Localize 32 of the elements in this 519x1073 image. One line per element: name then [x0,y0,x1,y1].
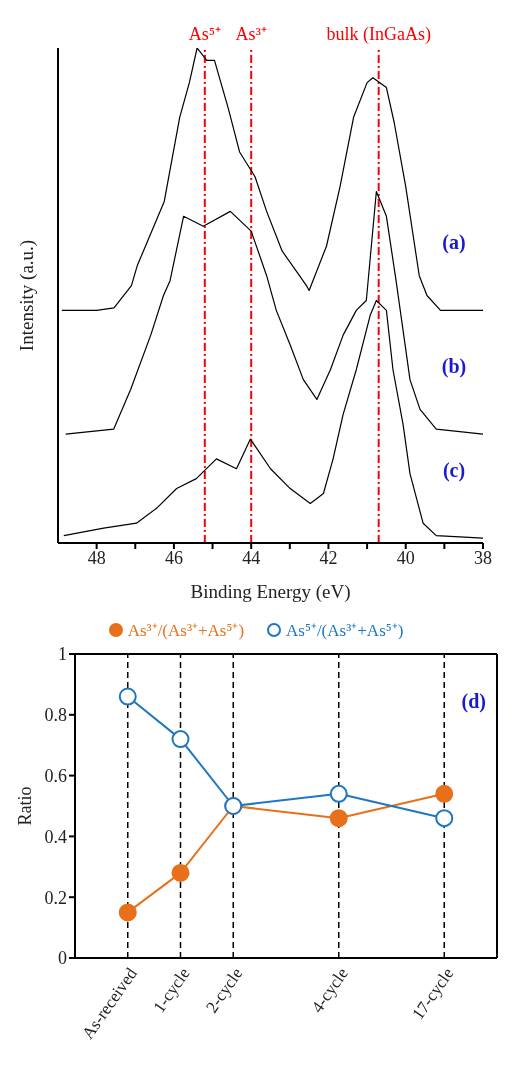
series-label: (b) [441,355,467,379]
y-tick-label: 0.6 [44,765,67,786]
ref-line-label: bulk (InGaAs) [326,24,431,45]
point [171,863,190,882]
annotation: (d) [461,690,486,713]
point [118,903,137,922]
x-tick-label: 44 [242,547,261,568]
y-tick-label: 0.2 [44,887,67,908]
point [171,730,190,749]
series-label: (a) [442,231,466,255]
x-tick-label: 48 [87,547,106,568]
point [329,784,348,803]
point [118,687,137,706]
y-tick-label: 0.8 [44,705,67,726]
x-tick-label: 42 [319,547,338,568]
point [435,809,454,828]
x-tick-label: 46 [164,547,183,568]
point [435,784,454,803]
series-label: (c) [442,459,466,483]
x-tick-label: 38 [474,547,492,568]
legend-label: As⁵⁺/(As³⁺+As⁵⁺) [285,620,404,641]
y-axis-title: Intensity (a.u.) [15,239,38,352]
legend-label: As³⁺/(As³⁺+As⁵⁺) [126,620,245,641]
ref-line-label: As³⁺ [235,24,267,44]
x-tick-label: 40 [396,547,415,568]
ref-line-label: As⁵⁺ [188,24,221,44]
point [329,809,348,828]
y-tick-label: 1 [58,644,67,665]
y-tick-label: 0.4 [44,826,67,847]
y-tick-label: 0 [58,948,67,969]
x-axis-title: Binding Energy (eV) [190,581,351,603]
y-axis-title: Ratio [15,786,36,826]
